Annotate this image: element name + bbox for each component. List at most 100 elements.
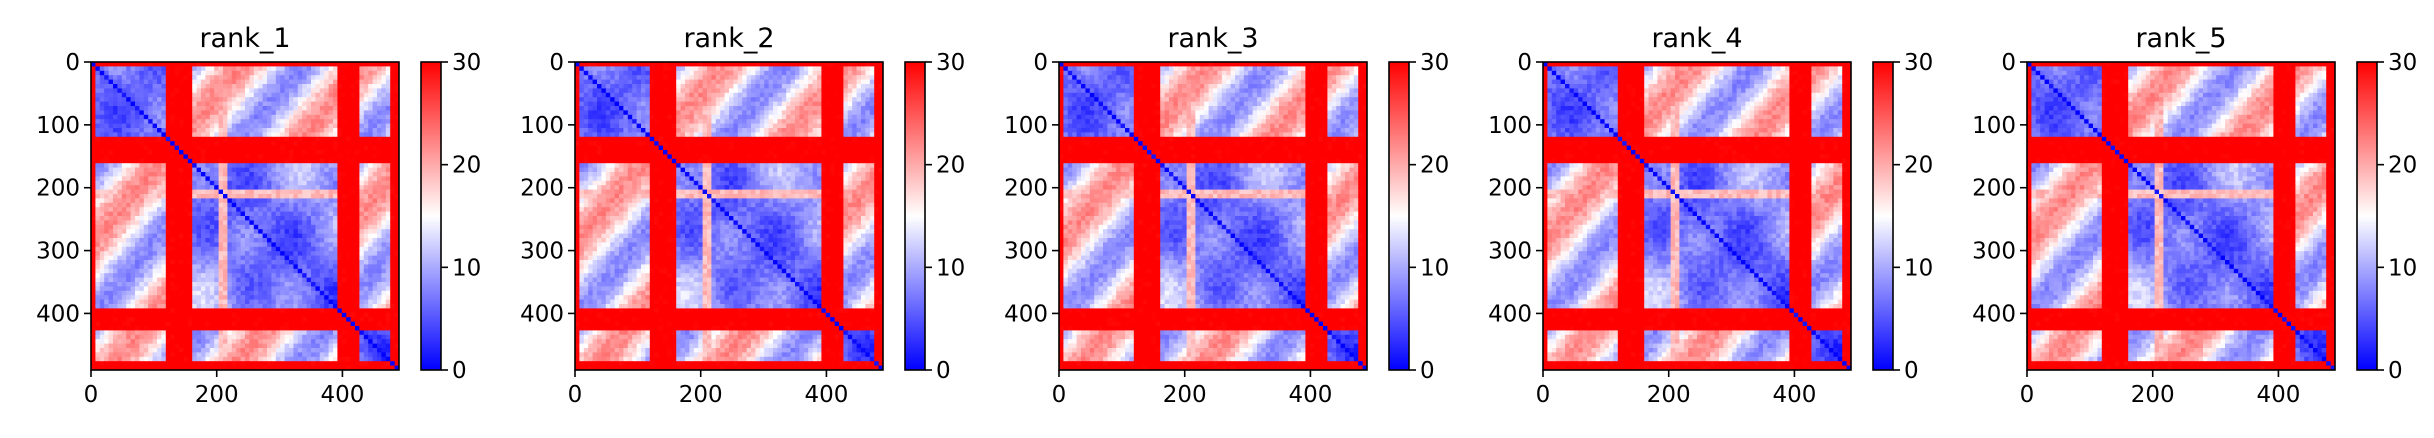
heatmap-cell xyxy=(373,242,378,247)
heatmap-cell xyxy=(126,66,131,71)
heatmap-cell xyxy=(324,212,329,217)
heatmap-cell xyxy=(355,110,360,115)
heatmap-cell xyxy=(135,256,140,261)
heatmap-cell xyxy=(188,339,193,344)
heatmap-cell xyxy=(210,308,215,313)
heatmap-cell xyxy=(144,102,149,107)
heatmap-cell xyxy=(285,128,290,133)
heatmap-cell xyxy=(390,322,395,327)
heatmap-cell xyxy=(276,190,281,195)
heatmap-cell xyxy=(355,71,360,76)
heatmap-cell xyxy=(337,88,342,93)
heatmap-cell xyxy=(324,176,329,181)
heatmap-cell xyxy=(148,80,153,85)
heatmap-cell xyxy=(381,212,386,217)
heatmap-cell xyxy=(258,106,263,111)
heatmap-cell xyxy=(157,154,162,159)
heatmap-cell xyxy=(329,93,334,98)
heatmap-cell xyxy=(153,256,158,261)
heatmap-cell xyxy=(280,256,285,261)
heatmap-cell xyxy=(214,159,219,164)
heatmap-cell xyxy=(122,93,127,98)
heatmap-cell xyxy=(166,247,171,252)
heatmap-cell xyxy=(131,194,136,199)
heatmap-cell xyxy=(197,198,202,203)
heatmap-cell xyxy=(298,163,303,168)
heatmap-cell xyxy=(289,102,294,107)
heatmap-cell xyxy=(337,251,342,256)
heatmap-cell xyxy=(232,273,237,278)
heatmap-cell xyxy=(298,286,303,291)
heatmap-cell xyxy=(175,137,180,142)
heatmap-cell xyxy=(390,357,395,362)
heatmap-cell xyxy=(289,326,294,331)
heatmap-cell xyxy=(157,247,162,252)
heatmap-cell xyxy=(161,229,166,234)
heatmap-cell xyxy=(179,242,184,247)
heatmap-cell xyxy=(254,291,259,296)
heatmap-cell xyxy=(236,313,241,318)
heatmap-cell xyxy=(104,278,109,283)
heatmap-cell xyxy=(258,97,263,102)
heatmap-cell xyxy=(183,273,188,278)
heatmap-cell xyxy=(346,172,351,177)
heatmap-cell xyxy=(280,203,285,208)
heatmap-cell xyxy=(271,335,276,340)
heatmap-cell xyxy=(131,124,136,129)
heatmap-cell xyxy=(263,247,268,252)
heatmap-cell xyxy=(289,308,294,313)
heatmap-cell xyxy=(223,295,228,300)
heatmap-cell xyxy=(298,300,303,305)
heatmap-cell xyxy=(201,150,206,155)
heatmap-cell xyxy=(210,141,215,146)
heatmap-cell xyxy=(254,66,259,71)
heatmap-cell xyxy=(131,115,136,120)
heatmap-cell xyxy=(280,163,285,168)
heatmap-cell xyxy=(175,326,180,331)
heatmap-cell xyxy=(192,115,197,120)
heatmap-cell xyxy=(197,264,202,269)
heatmap-cell xyxy=(144,251,149,256)
heatmap-cell xyxy=(324,286,329,291)
heatmap-cell xyxy=(131,80,136,85)
heatmap-cell xyxy=(166,88,171,93)
heatmap-cell xyxy=(201,238,206,243)
heatmap-cell xyxy=(166,154,171,159)
heatmap-cell xyxy=(179,339,184,344)
heatmap-cell xyxy=(157,220,162,225)
heatmap-cell xyxy=(161,168,166,173)
heatmap-cell xyxy=(95,75,100,80)
heatmap-cell xyxy=(205,93,210,98)
heatmap-cell xyxy=(241,146,246,151)
heatmap-cell xyxy=(267,229,272,234)
heatmap-cell xyxy=(293,286,298,291)
heatmap-cell xyxy=(315,198,320,203)
heatmap-cell xyxy=(100,66,105,71)
heatmap-cell xyxy=(249,75,254,80)
heatmap-cell xyxy=(285,344,290,349)
heatmap-cell xyxy=(307,234,312,239)
heatmap-cell xyxy=(289,212,294,217)
heatmap-cell xyxy=(320,225,325,230)
heatmap-cell xyxy=(302,168,307,173)
heatmap-cell xyxy=(179,269,184,274)
heatmap-cell xyxy=(386,106,391,111)
heatmap-cell xyxy=(223,66,228,71)
heatmap-cell xyxy=(197,220,202,225)
heatmap-cell xyxy=(241,110,246,115)
heatmap-cell xyxy=(144,132,149,137)
heatmap-cell xyxy=(276,234,281,239)
heatmap-cell xyxy=(258,242,263,247)
heatmap-cell xyxy=(267,106,272,111)
heatmap-cell xyxy=(122,97,127,102)
heatmap-cell xyxy=(329,84,334,89)
heatmap-cell xyxy=(258,238,263,243)
heatmap-cell xyxy=(302,344,307,349)
heatmap-cell xyxy=(351,317,356,322)
heatmap-cell xyxy=(307,264,312,269)
heatmap-cell xyxy=(258,163,263,168)
heatmap-cell xyxy=(280,352,285,357)
heatmap-cell xyxy=(293,66,298,71)
heatmap-cell xyxy=(241,159,246,164)
heatmap-cell xyxy=(373,352,378,357)
